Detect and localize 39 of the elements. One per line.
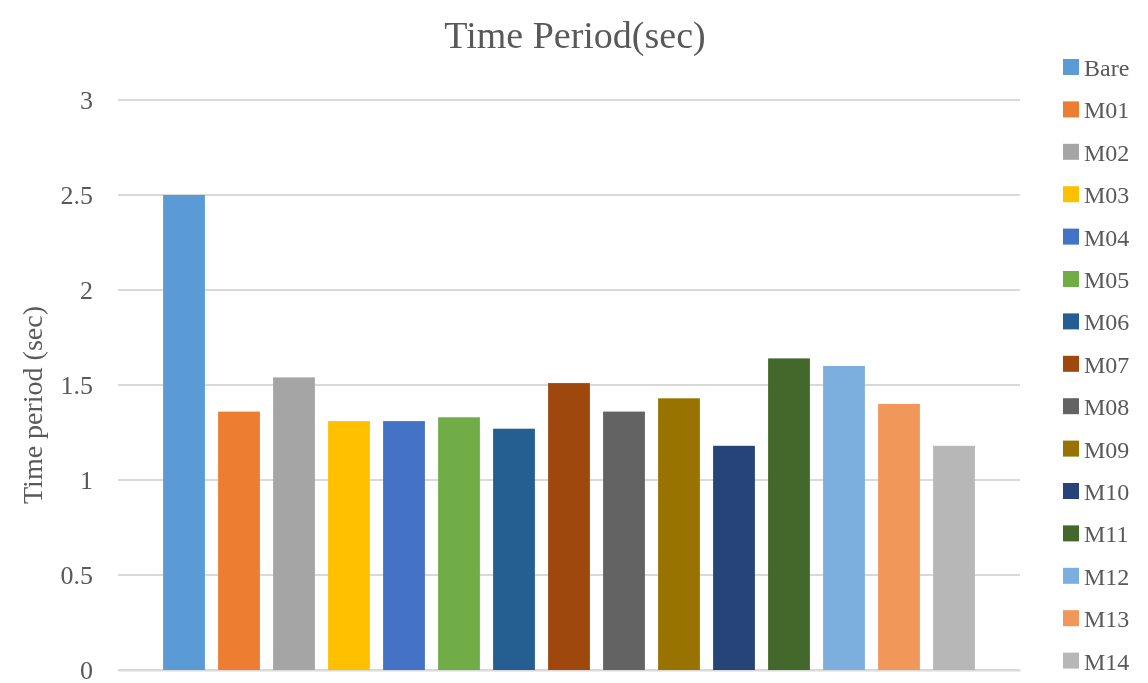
y-tick-label: 0.5	[60, 560, 93, 590]
y-tick-label: 2.5	[60, 180, 93, 210]
bar	[438, 417, 480, 670]
bar	[273, 377, 315, 670]
legend-label: M02	[1084, 139, 1130, 166]
legend-label: M09	[1084, 436, 1130, 463]
legend-label: M07	[1084, 351, 1130, 378]
legend-label: M03	[1084, 182, 1130, 209]
legend-label: M06	[1084, 309, 1130, 336]
bar	[163, 195, 205, 670]
y-tick-label: 1.5	[60, 370, 93, 400]
y-tick-label: 3	[80, 85, 93, 115]
bar	[328, 421, 370, 670]
legend-label: M05	[1084, 267, 1130, 293]
bar	[878, 404, 920, 670]
chart-title: Time Period(sec)	[444, 14, 706, 57]
bar	[218, 411, 260, 670]
legend-label: M14	[1084, 648, 1130, 675]
bar	[493, 428, 535, 670]
bar	[658, 398, 700, 670]
y-axis-title: Time period (sec)	[17, 305, 48, 505]
y-tick-label: 2	[80, 275, 93, 305]
legend-label: M01	[1084, 97, 1130, 124]
bar	[768, 358, 810, 670]
legend-label: M04	[1084, 224, 1130, 251]
legend-label: M12	[1084, 563, 1130, 590]
bar	[548, 383, 590, 670]
y-tick-label: 1	[80, 465, 93, 495]
legend-label: M11	[1084, 521, 1129, 548]
bar	[823, 366, 865, 670]
bar	[713, 445, 755, 670]
bar	[383, 421, 425, 670]
legend-label: M10	[1084, 479, 1130, 505]
legend-label: M08	[1084, 394, 1130, 421]
bar	[603, 411, 645, 670]
legend-label: M13	[1084, 606, 1130, 633]
bar	[933, 445, 975, 670]
y-tick-label: 0	[80, 655, 93, 683]
legend-label: Bare	[1084, 55, 1130, 81]
